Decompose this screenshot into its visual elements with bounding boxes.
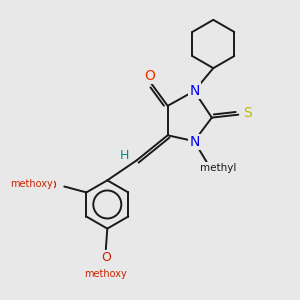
Text: O: O xyxy=(101,251,111,264)
Text: O: O xyxy=(145,68,155,83)
Text: O: O xyxy=(46,178,56,191)
Text: S: S xyxy=(243,106,251,120)
Text: H: H xyxy=(120,148,129,161)
Text: N: N xyxy=(190,83,200,98)
Text: methoxy: methoxy xyxy=(11,178,53,189)
Text: methyl: methyl xyxy=(200,163,236,173)
Text: methoxy: methoxy xyxy=(85,269,127,279)
Text: N: N xyxy=(190,135,200,149)
